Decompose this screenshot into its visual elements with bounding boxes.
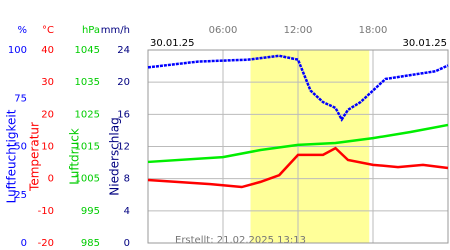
y-tick-label: 10 xyxy=(41,142,54,153)
y-tick-label: 30 xyxy=(41,77,54,88)
series-line xyxy=(147,146,449,189)
plot-border xyxy=(147,49,449,244)
x-tick-label: 18:00 xyxy=(359,25,388,36)
axis-title: Luftdruck xyxy=(68,128,82,185)
y-tick-label: 995 xyxy=(81,206,100,217)
y-tick-label: -10 xyxy=(38,206,54,217)
series-line xyxy=(147,123,449,164)
y-tick-label: 75 xyxy=(14,93,27,104)
unit-label: % xyxy=(17,25,27,36)
y-tick-label: 1035 xyxy=(75,77,100,88)
axis-title: Luftfeuchtigkeit xyxy=(5,109,19,203)
y-tick-label: 4 xyxy=(124,206,130,217)
y-tick-label: 25 xyxy=(14,190,27,201)
date-left: 30.01.25 xyxy=(150,38,195,49)
y-tick-label: 985 xyxy=(81,238,100,249)
y-tick-label: 100 xyxy=(8,45,27,56)
unit-label: hPa xyxy=(82,25,100,36)
y-tick-label: 8 xyxy=(124,174,130,185)
unit-label: °C xyxy=(42,25,54,36)
created-note: Erstellt: 21.02.2025 13:13 xyxy=(175,235,306,246)
series-line xyxy=(147,54,449,122)
y-tick-label: 50 xyxy=(14,142,27,153)
y-tick-label: 20 xyxy=(117,77,130,88)
axis-title: Temperatur xyxy=(28,122,42,192)
y-tick-label: -20 xyxy=(38,238,54,249)
unit-label: mm/h xyxy=(101,25,130,36)
x-tick-label: 12:00 xyxy=(284,25,313,36)
y-tick-label: 1015 xyxy=(75,142,100,153)
y-tick-label: 1045 xyxy=(75,45,100,56)
y-tick-label: 16 xyxy=(117,109,130,120)
y-tick-label: 40 xyxy=(41,45,54,56)
y-tick-label: 0 xyxy=(21,238,27,249)
y-tick-label: 12 xyxy=(117,142,130,153)
y-tick-label: 1005 xyxy=(75,174,100,185)
x-tick-label: 06:00 xyxy=(209,25,238,36)
axis-title: Niederschlag xyxy=(108,117,122,195)
y-tick-label: 0 xyxy=(48,174,54,185)
y-tick-label: 24 xyxy=(117,45,130,56)
y-tick-label: 20 xyxy=(41,109,54,120)
y-tick-label: 1025 xyxy=(75,109,100,120)
date-right: 30.01.25 xyxy=(402,38,447,49)
y-tick-label: 0 xyxy=(124,238,130,249)
